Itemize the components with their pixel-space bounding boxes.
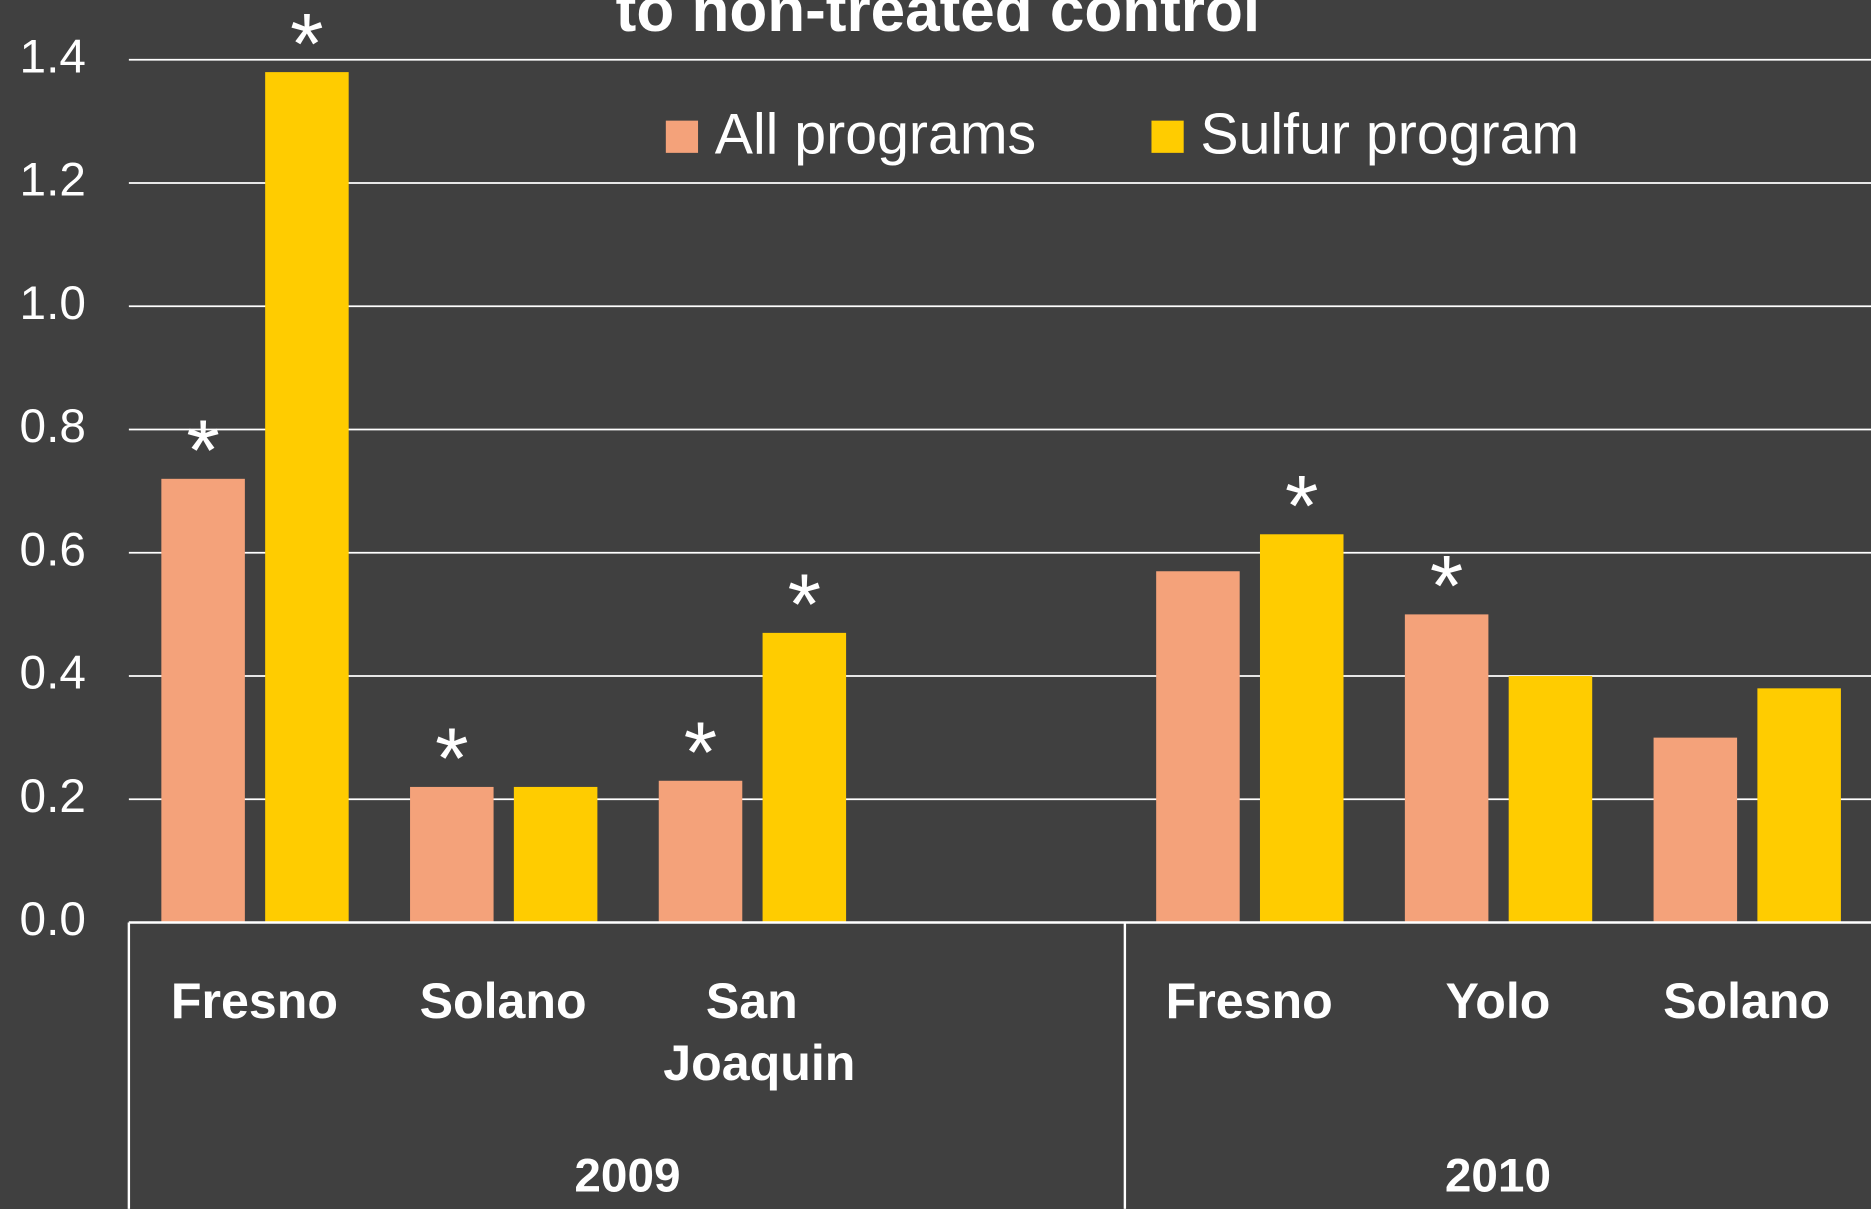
significance-marker: * <box>684 705 717 801</box>
y-tick-label: 0.0 <box>20 893 86 946</box>
bar <box>410 786 494 923</box>
bar <box>1404 614 1489 923</box>
x-tick-label: Yolo <box>1445 972 1551 1029</box>
bar <box>762 632 847 923</box>
x-tick-label: Fresno <box>170 972 338 1029</box>
chart-title: to non-treated control <box>616 0 1260 45</box>
legend-label: All programs <box>715 103 1036 167</box>
bar <box>1259 534 1344 923</box>
legend-label: Sulfur program <box>1200 103 1579 167</box>
bar <box>1757 688 1841 923</box>
significance-marker: * <box>788 557 821 653</box>
x-tick-label: Fresno <box>1165 972 1333 1029</box>
x-tick-label: Solano <box>1663 972 1831 1029</box>
bar <box>161 478 245 923</box>
bar <box>658 780 743 923</box>
significance-marker: * <box>290 0 323 92</box>
x-tick-label-box: Yolo <box>1445 972 1551 1029</box>
group-label: 2009 <box>574 1150 680 1203</box>
group-label: 2010 <box>1445 1150 1551 1203</box>
significance-marker: * <box>435 711 468 807</box>
bar <box>265 72 349 923</box>
x-tick-label-box: San Joaquin <box>663 972 856 1091</box>
y-tick-label: 1.4 <box>20 30 86 83</box>
y-tick-label: 1.2 <box>20 154 86 207</box>
x-tick-label: Solano <box>419 972 587 1029</box>
y-tick-label: 1.0 <box>20 277 86 330</box>
bar <box>1653 737 1738 923</box>
x-tick-label-box: Solano <box>1663 972 1831 1029</box>
y-tick-label: 0.2 <box>20 770 86 823</box>
bar <box>1156 571 1240 923</box>
y-tick-label: 0.6 <box>20 523 86 576</box>
x-tick-label-box: Fresno <box>170 972 338 1029</box>
x-tick-label: San Joaquin <box>663 972 856 1091</box>
significance-marker: * <box>186 403 219 499</box>
significance-marker: * <box>1430 539 1463 635</box>
x-tick-label-box: Fresno <box>1165 972 1333 1029</box>
y-tick-label: 0.4 <box>20 647 86 700</box>
significance-marker: * <box>1285 458 1318 554</box>
legend-swatch <box>1151 120 1184 153</box>
x-tick-label-box: Solano <box>419 972 587 1029</box>
bar <box>513 786 598 923</box>
bar <box>1508 676 1593 923</box>
legend-swatch <box>665 120 699 153</box>
y-tick-label: 0.8 <box>20 400 86 453</box>
